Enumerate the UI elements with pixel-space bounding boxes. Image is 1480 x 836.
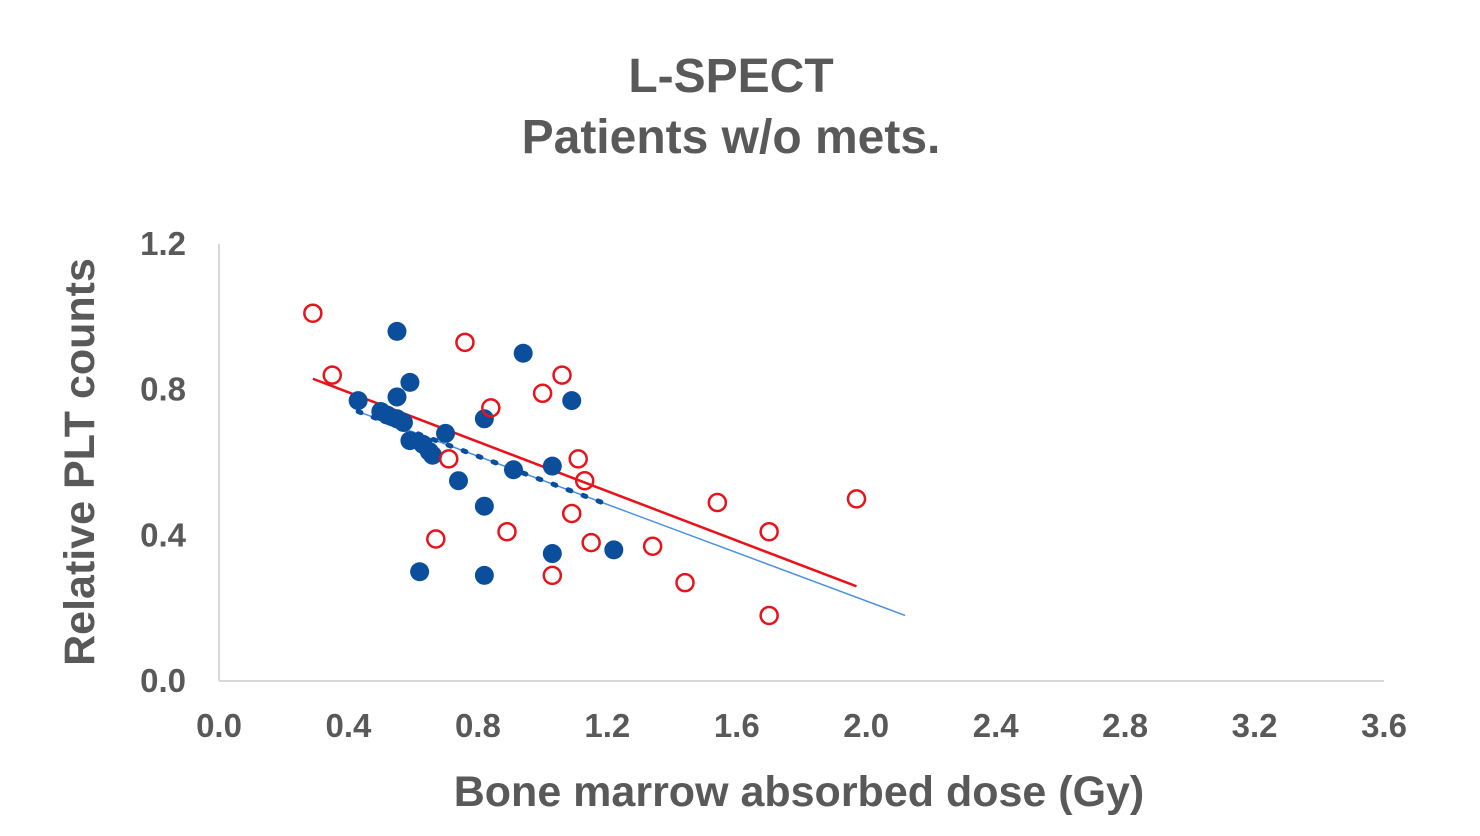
x-tick-label: 1.2 bbox=[584, 707, 630, 744]
data-point-filled bbox=[604, 540, 624, 560]
data-point-open bbox=[675, 572, 695, 593]
data-point-filled bbox=[503, 460, 523, 480]
data-point-open bbox=[439, 449, 459, 469]
x-tick-labels: 0.0 0.4 0.8 1.2 1.6 2.0 2.4 2.8 3.2 3.6 bbox=[196, 707, 1407, 744]
data-points bbox=[303, 303, 867, 626]
axes-group bbox=[218, 244, 1384, 682]
chart-title-line2: Patients w/o mets. bbox=[522, 111, 941, 164]
data-point-open bbox=[322, 365, 343, 385]
data-point-open bbox=[532, 383, 553, 404]
data-point-filled bbox=[448, 471, 468, 491]
data-point-open bbox=[707, 492, 728, 513]
y-tick-label: 1.2 bbox=[140, 225, 186, 262]
x-tick-label: 2.4 bbox=[973, 707, 1020, 744]
data-point-filled bbox=[474, 565, 494, 585]
data-point-open bbox=[426, 529, 446, 549]
data-point-open bbox=[481, 398, 501, 418]
data-point-filled bbox=[474, 409, 494, 429]
data-point-open bbox=[581, 532, 601, 553]
data-point-filled bbox=[542, 456, 562, 476]
data-point-open bbox=[303, 303, 323, 323]
data-point-open bbox=[455, 332, 475, 353]
data-point-filled bbox=[387, 387, 407, 407]
data-point-open bbox=[497, 521, 517, 542]
x-tick-label: 2.0 bbox=[843, 707, 889, 744]
data-point-filled bbox=[436, 423, 456, 443]
data-point-filled bbox=[474, 496, 494, 516]
data-point-open bbox=[574, 470, 595, 491]
data-point-filled bbox=[393, 412, 413, 432]
data-point-open bbox=[542, 565, 563, 586]
data-point-filled bbox=[387, 321, 407, 341]
data-point-filled bbox=[423, 445, 443, 465]
chart-title-line1: L-SPECT bbox=[628, 50, 833, 103]
data-point-filled bbox=[348, 391, 368, 411]
x-tick-label: 0.8 bbox=[455, 707, 501, 744]
y-tick-label: 0.4 bbox=[140, 516, 187, 553]
data-point-filled bbox=[400, 372, 420, 392]
data-point-filled bbox=[542, 544, 562, 564]
data-point-filled bbox=[513, 343, 533, 363]
y-tick-labels: 0.0 0.4 0.8 1.2 bbox=[140, 225, 187, 699]
y-axis-label: Relative PLT counts bbox=[56, 258, 104, 666]
data-point-open bbox=[561, 503, 582, 524]
data-point-open bbox=[759, 605, 779, 626]
data-point-filled bbox=[562, 391, 582, 411]
data-point-filled bbox=[410, 562, 430, 582]
x-axis-label: Bone marrow absorbed dose (Gy) bbox=[454, 768, 1145, 816]
data-point-open bbox=[552, 365, 572, 385]
data-point-open bbox=[568, 449, 588, 469]
data-point-open bbox=[759, 521, 779, 542]
x-tick-label: 0.0 bbox=[196, 707, 242, 744]
data-point-open bbox=[846, 489, 867, 509]
x-tick-label: 2.8 bbox=[1102, 707, 1148, 744]
x-tick-label: 3.2 bbox=[1232, 707, 1278, 744]
x-tick-label: 0.4 bbox=[326, 707, 373, 744]
x-tick-label: 3.6 bbox=[1361, 707, 1407, 744]
trendline-filled-solid bbox=[357, 410, 906, 617]
x-tick-label: 1.6 bbox=[714, 707, 760, 744]
trendline-filled-dotted bbox=[355, 409, 614, 509]
y-tick-label: 0.8 bbox=[140, 371, 186, 408]
y-tick-label: 0.0 bbox=[140, 662, 186, 699]
data-point-open bbox=[642, 536, 663, 557]
